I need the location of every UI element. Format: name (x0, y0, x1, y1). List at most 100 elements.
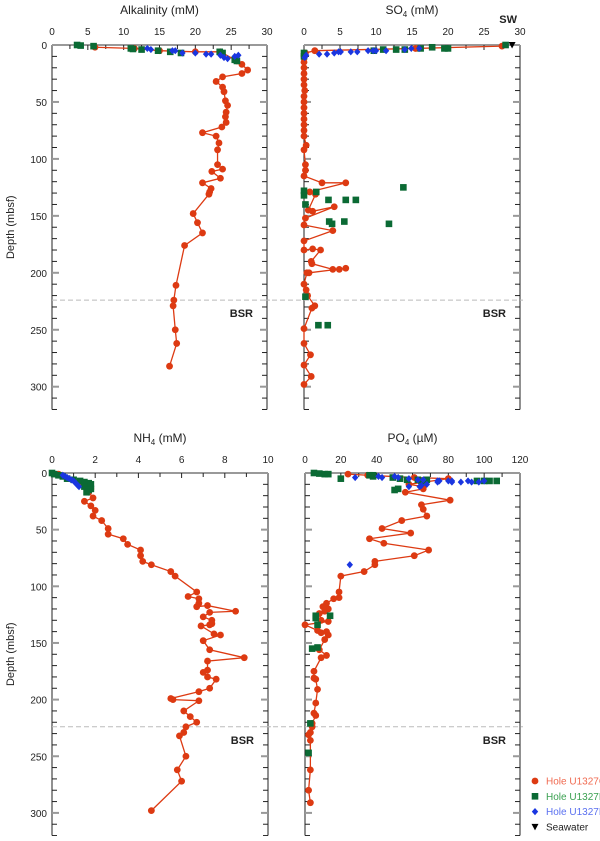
data-point (195, 688, 202, 695)
data-point (309, 260, 316, 267)
x-tick-label: 20 (442, 27, 454, 38)
data-point (204, 658, 211, 665)
y-tick-label: 200 (30, 269, 47, 280)
y-axis-label: Depth (mbsf) (5, 195, 17, 259)
data-point (185, 593, 192, 600)
data-point (198, 623, 205, 630)
data-point (329, 221, 336, 228)
y-tick-label: 250 (30, 752, 47, 763)
data-point (336, 266, 343, 273)
data-point (204, 674, 211, 681)
data-point (200, 613, 207, 620)
data-point (130, 46, 137, 53)
data-point (204, 602, 211, 609)
data-point (83, 489, 90, 496)
data-point (502, 42, 509, 49)
data-point (98, 517, 105, 524)
data-point (193, 589, 200, 596)
data-point (342, 179, 349, 186)
data-point (174, 766, 181, 773)
x-tick-label: 15 (406, 27, 418, 38)
data-point (305, 787, 312, 794)
data-point (393, 46, 400, 53)
data-point (90, 513, 97, 520)
data-point (423, 513, 430, 520)
data-point (301, 192, 308, 199)
data-point (307, 766, 314, 773)
data-point (139, 558, 146, 565)
data-point (211, 630, 218, 637)
legend-marker-diamond (532, 808, 538, 815)
data-point (400, 184, 407, 191)
data-point (353, 197, 360, 204)
data-point (429, 44, 436, 51)
data-point (324, 322, 331, 329)
data-point (187, 713, 194, 720)
data-point (361, 568, 368, 575)
data-point (331, 203, 338, 210)
data-point (314, 644, 321, 651)
data-point (172, 573, 179, 580)
series-hole-u1327c (302, 471, 454, 806)
series-hole-u1327c (92, 44, 251, 370)
series-hole-u1327d (301, 42, 509, 329)
data-point (391, 487, 398, 494)
y-tick-label: 0 (41, 41, 47, 52)
legend-label: Seawater (546, 822, 589, 833)
x-tick-label: 10 (370, 27, 382, 38)
legend-label: Hole U1327C (546, 777, 600, 788)
data-point (330, 595, 337, 602)
data-point (318, 654, 325, 661)
data-point (155, 47, 162, 54)
data-point (193, 719, 200, 726)
data-point (309, 245, 316, 252)
data-point (312, 615, 319, 622)
data-point (301, 247, 308, 254)
y-axis-label: Depth (mbsf) (5, 622, 17, 686)
data-point (307, 737, 314, 744)
x-tick-label: 20 (335, 455, 347, 466)
data-point (138, 46, 145, 53)
data-point (199, 179, 206, 186)
bsr-label: BSR (231, 735, 254, 747)
x-tick-label: 10 (118, 27, 130, 38)
panel-title: Alkalinity (mM) (120, 3, 199, 17)
data-point (206, 621, 213, 628)
data-point (301, 381, 308, 388)
x-tick-label: 8 (222, 455, 228, 466)
data-point (379, 525, 386, 532)
y-tick-label: 250 (30, 326, 47, 337)
x-tick-label: 5 (337, 27, 343, 38)
panel-title: NH4 (mM) (133, 431, 186, 447)
data-point (172, 326, 179, 333)
data-point (224, 102, 231, 109)
x-tick-label: 25 (226, 27, 238, 38)
data-point (365, 47, 371, 54)
data-point (327, 612, 334, 619)
x-tick-label: 60 (407, 455, 419, 466)
data-point (81, 498, 88, 505)
data-point (105, 531, 112, 538)
data-point (325, 471, 332, 478)
series-hole-u1327c (301, 43, 506, 388)
x-tick-label: 5 (85, 27, 91, 38)
x-tick-label: 4 (136, 455, 142, 466)
series-hole-u1327c (55, 471, 248, 814)
x-tick-label: 30 (514, 27, 526, 38)
data-point (329, 266, 336, 273)
data-point (307, 351, 314, 358)
data-point (219, 166, 226, 173)
data-point (148, 807, 155, 814)
data-point (345, 471, 352, 478)
bsr-label: BSR (483, 735, 506, 747)
data-point (307, 720, 314, 727)
data-point (337, 573, 344, 580)
data-point (77, 42, 84, 49)
data-point (213, 676, 220, 683)
data-point (342, 265, 349, 272)
data-point (411, 552, 418, 559)
x-tick-label: 10 (262, 455, 274, 466)
